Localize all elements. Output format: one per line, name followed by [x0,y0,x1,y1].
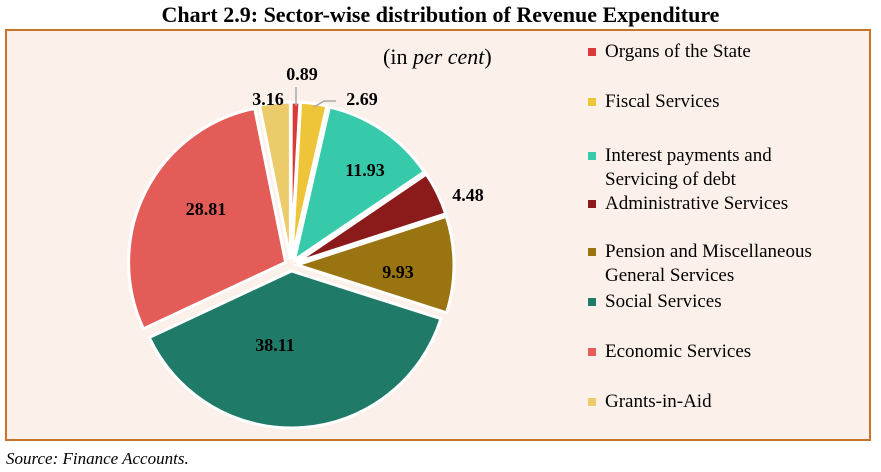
data-label: 28.81 [186,199,227,219]
pie-slice-pension-and-miscellaneous-general-services [292,214,456,315]
pie-slice-fiscal-services [290,100,329,260]
data-label: 3.16 [252,89,284,109]
data-label: 2.69 [346,89,378,109]
legend-label: Grants-in-Aid [605,391,712,412]
data-label: 9.93 [382,262,414,282]
legend-swatch [588,348,596,356]
legend-swatch [588,398,596,406]
legend-label: Economic Services [605,341,752,362]
data-label: 4.48 [452,185,484,205]
legend-label: Interest payments and Servicing of debt [605,145,772,190]
unit-label: (in per cent) [383,44,492,70]
data-label: 11.93 [345,160,385,180]
chart-title: Chart 2.9: Sector-wise distribution of R… [161,2,720,27]
pie-slice-social-services [147,269,443,430]
legend-label: Fiscal Services [605,91,720,112]
legend-swatch [588,200,596,208]
unit-prefix: (in [383,44,413,69]
legend-label: Pension and Miscellaneous General Service… [605,241,812,286]
source-note: Source: Finance Accounts. [6,449,189,468]
pie-slice-interest-payments-and-servicing-of-debt [292,105,427,264]
pie-slice-economic-services [127,106,288,331]
unit-emphasis: per cent [412,44,485,69]
legend-label: Organs of the State [605,41,751,62]
pie-slice-administrative-services [295,172,448,264]
legend-swatch [588,152,596,160]
leader-line [313,100,336,108]
legend-swatch [588,298,596,306]
legend-label: Social Services [605,291,722,312]
legend-swatch [588,248,596,256]
unit-suffix: ) [484,44,492,69]
legend-label: Administrative Services [605,193,789,214]
legend-swatch [588,48,596,56]
legend-swatch [588,98,596,106]
data-label: 0.89 [286,64,318,84]
pie-slice-grants-in-aid [257,100,292,260]
data-label: 38.11 [255,335,295,355]
